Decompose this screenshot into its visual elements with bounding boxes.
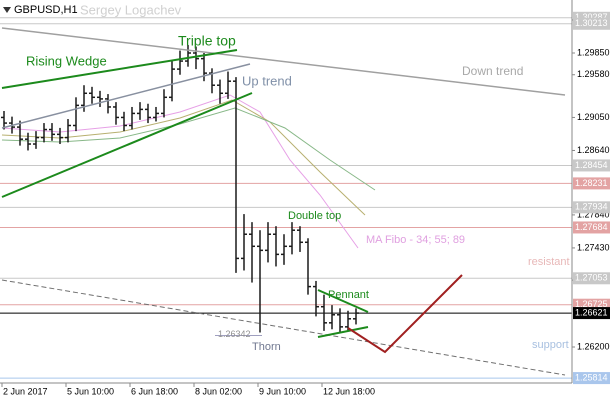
axes: 1.302601.298501.295801.290501.286401.278… <box>1 11 610 396</box>
y-tick-label: 1.29580 <box>577 69 610 79</box>
levels: 1.26342 <box>0 17 572 379</box>
annotation: Triple top <box>178 33 236 49</box>
ma-55 <box>1 99 366 216</box>
level-box <box>573 307 610 320</box>
annotation: Up trend <box>242 73 292 88</box>
x-tick-label: 2 Jun 2017 <box>3 386 48 396</box>
level-label: 1.27053 <box>575 273 608 283</box>
level-label: 1.27934 <box>575 202 608 212</box>
ma-89 <box>1 107 376 191</box>
x-tick-label: 12 Jun 18:00 <box>323 386 375 396</box>
y-tick-label: 1.27840 <box>577 209 610 219</box>
y-tick-label: 1.27430 <box>577 242 610 252</box>
y-tick-label: 1.26200 <box>577 341 610 351</box>
level-label: 1.25814 <box>575 372 608 382</box>
level-label: 1.26725 <box>575 299 608 309</box>
level-label: 1.30213 <box>575 18 608 28</box>
annotation: resistant <box>528 256 570 268</box>
level-label: 1.30287 <box>575 12 608 22</box>
pennant-lower <box>317 326 369 338</box>
level-box <box>573 17 610 30</box>
annotation: support <box>532 339 569 351</box>
level-box <box>573 177 610 190</box>
x-tick-label: 6 Jun 18:00 <box>131 386 178 396</box>
level-box <box>573 201 610 214</box>
annotation: MA Fibo - 34; 55; 89 <box>366 234 465 246</box>
down-trend-line <box>1 27 566 96</box>
level-box <box>573 372 610 385</box>
ma-34 <box>1 94 359 249</box>
pennant-upper <box>317 289 369 313</box>
thorn-label: 1.26342 <box>218 329 251 339</box>
x-tick-label: 5 Jun 10:00 <box>67 386 114 396</box>
level-label: 1.28454 <box>575 160 608 170</box>
level-box <box>573 159 610 172</box>
level-label: 1.27684 <box>575 222 608 232</box>
bars <box>1 44 359 333</box>
y-tick-label: 1.28640 <box>577 145 610 155</box>
annotation: Pennant <box>328 289 369 301</box>
author: Sergey Logachev <box>80 2 182 17</box>
level-label: 1.28231 <box>575 178 608 188</box>
wedge-upper <box>1 49 238 89</box>
wedge-lower <box>1 92 253 198</box>
annotation: Thorn <box>252 341 281 353</box>
annotation: Down trend <box>462 64 523 78</box>
projection <box>347 274 463 354</box>
y-tick-label: 1.29050 <box>577 112 610 122</box>
chart-title: GBPUSD,H1 <box>14 4 78 16</box>
level-box <box>573 272 610 285</box>
symbol-icon <box>3 7 11 13</box>
level-label: 1.26621 <box>575 307 608 317</box>
annotation: Double top <box>288 210 341 222</box>
support-line <box>1 279 566 376</box>
annotation: Rising Wedge <box>26 53 107 68</box>
y-tick-label: 1.29850 <box>577 47 610 57</box>
level-box <box>573 221 610 234</box>
up-trend-line <box>1 63 251 129</box>
x-tick-label: 9 Jun 10:00 <box>259 386 306 396</box>
x-tick-label: 8 Jun 02:00 <box>195 386 242 396</box>
